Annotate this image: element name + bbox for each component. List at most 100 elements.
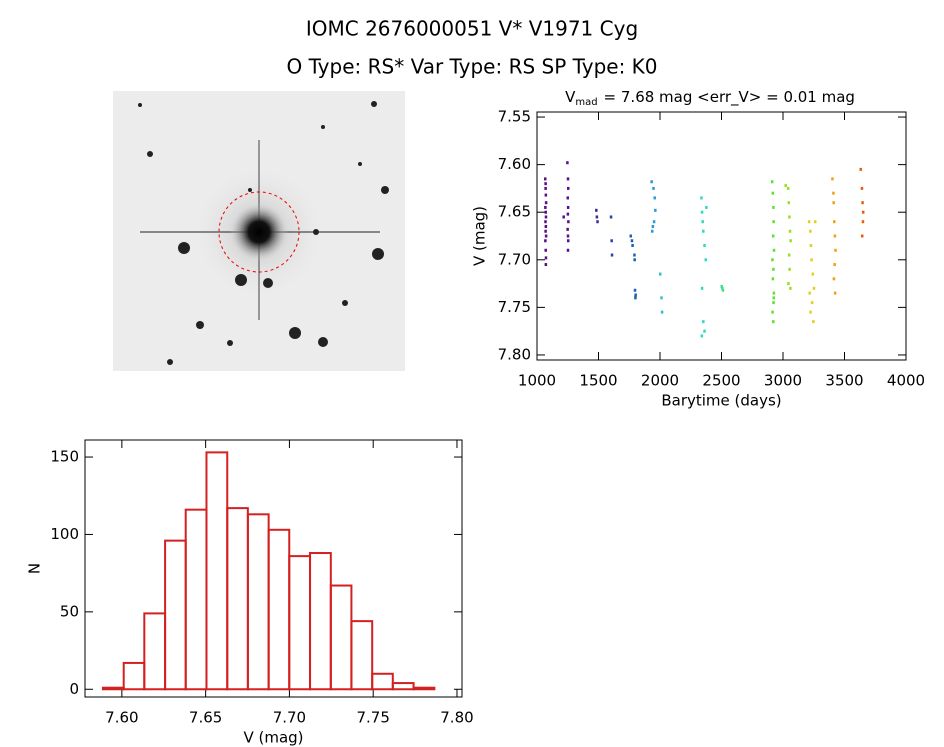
title-subscript: mad (575, 97, 597, 108)
data-point (703, 329, 706, 333)
data-point (566, 212, 570, 216)
subtitle: O Type: RS* Var Type: RS SP Type: K0 (286, 55, 657, 79)
data-point (544, 186, 547, 190)
y-tick-label: 7.75 (498, 298, 531, 316)
data-point (544, 182, 547, 186)
histogram-bar (226, 507, 249, 691)
data-point (633, 288, 637, 292)
data-point (700, 210, 704, 214)
data-point (786, 186, 790, 190)
histogram-bar (329, 584, 353, 691)
data-point (654, 208, 657, 212)
x-axis-label: Barytime (days) (661, 392, 781, 410)
y-tick-label: 7.60 (498, 155, 531, 173)
data-point (631, 244, 634, 248)
plot-title: Vmad = 7.68 mag <err_V> = 0.01 mag (565, 88, 855, 109)
histogram-bar (391, 682, 415, 691)
data-point (544, 215, 548, 219)
data-point (544, 256, 548, 260)
histogram-bar (164, 539, 187, 691)
data-point (544, 210, 547, 214)
data-point (544, 220, 547, 224)
data-point (788, 215, 791, 219)
data-point (609, 215, 613, 219)
data-point (701, 220, 704, 224)
data-point (596, 220, 599, 224)
title-symbol: V (565, 88, 576, 106)
data-point (544, 224, 548, 228)
data-point (784, 184, 787, 188)
data-point (772, 220, 775, 224)
y-axis-label: V (mag) (471, 206, 489, 266)
data-point (808, 291, 811, 295)
y-tick-label: 100 (50, 525, 79, 543)
data-point (860, 186, 864, 190)
data-point (651, 224, 655, 228)
data-point (566, 227, 569, 231)
data-point (703, 244, 706, 248)
x-tick-label: 7.70 (273, 709, 306, 727)
data-point (595, 208, 598, 212)
data-point (544, 205, 547, 209)
data-point (650, 180, 653, 184)
data-point (859, 167, 862, 171)
data-point (566, 161, 569, 165)
y-tick-label: 7.55 (498, 108, 531, 126)
data-point (660, 296, 663, 300)
data-point (610, 253, 614, 257)
data-point (812, 286, 816, 290)
x-tick-label: 1500 (579, 372, 617, 390)
data-point (772, 205, 775, 209)
data-point (544, 263, 548, 267)
data-point (566, 234, 570, 238)
data-point (566, 248, 570, 252)
data-point (809, 244, 813, 248)
data-point (771, 234, 775, 238)
data-point (651, 229, 654, 233)
axes-frame (536, 111, 907, 361)
histogram-bar (309, 552, 332, 691)
histogram-bar (288, 555, 312, 691)
data-point (633, 253, 636, 257)
data-point (610, 239, 613, 243)
histogram-bar (412, 686, 436, 691)
data-point (544, 248, 547, 252)
data-point (813, 220, 817, 224)
data-point (630, 239, 634, 243)
data-point (544, 229, 547, 233)
y-tick-label: 7.70 (498, 250, 531, 268)
data-point (772, 248, 776, 252)
data-point (721, 288, 725, 292)
data-point (772, 267, 775, 271)
data-point (833, 263, 836, 267)
sky-image (113, 91, 405, 371)
title-text: = 7.68 mag <err_V> = 0.01 mag (604, 88, 855, 107)
data-point (771, 191, 775, 195)
data-point (652, 186, 655, 190)
data-point (832, 277, 836, 281)
x-tick-label: 3500 (825, 372, 863, 390)
data-point (721, 286, 724, 290)
data-point (772, 320, 775, 324)
y-tick-label: 7.80 (498, 345, 531, 363)
data-point (772, 291, 776, 295)
data-point (812, 320, 815, 324)
data-point (772, 296, 776, 300)
x-tick-label: 4000 (887, 372, 925, 390)
x-tick-label: 2500 (702, 372, 740, 390)
data-point (543, 177, 547, 181)
x-tick-label: 2000 (641, 372, 679, 390)
data-point (544, 234, 548, 238)
data-point (861, 210, 865, 214)
data-point (700, 196, 703, 200)
data-point (810, 258, 813, 262)
data-point (861, 220, 865, 224)
x-axis-label: V (mag) (243, 729, 303, 747)
data-point (788, 229, 792, 233)
data-point (787, 282, 790, 286)
data-point (544, 239, 547, 243)
data-point (562, 215, 565, 219)
data-point (809, 229, 812, 233)
y-tick-label: 150 (50, 448, 79, 466)
